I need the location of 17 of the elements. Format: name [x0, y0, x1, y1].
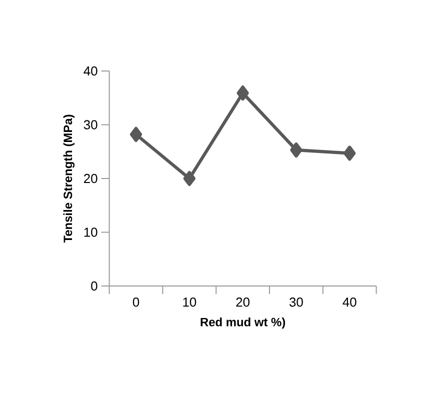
- x-tick-label: 40: [342, 298, 356, 307]
- y-tick-label: 30: [84, 120, 98, 130]
- point: [290, 142, 302, 158]
- x-tick-label: 30: [290, 298, 303, 307]
- y-axis-title: Tensile Strength (MPa): [63, 114, 75, 243]
- y-tick-label: 0: [91, 281, 98, 291]
- x-axis-title: Red mud wt %): [200, 318, 286, 329]
- point: [130, 126, 142, 142]
- x-tick-label: 10: [183, 298, 196, 307]
- x-tick-label: 20: [236, 298, 250, 307]
- x-tick-label: 0: [132, 298, 140, 307]
- point: [236, 85, 249, 101]
- y-tick-label: 20: [84, 174, 98, 184]
- y-tick-label: 10: [84, 228, 98, 237]
- y-tick-label: 40: [84, 66, 98, 76]
- point: [183, 170, 196, 186]
- point: [344, 146, 356, 161]
